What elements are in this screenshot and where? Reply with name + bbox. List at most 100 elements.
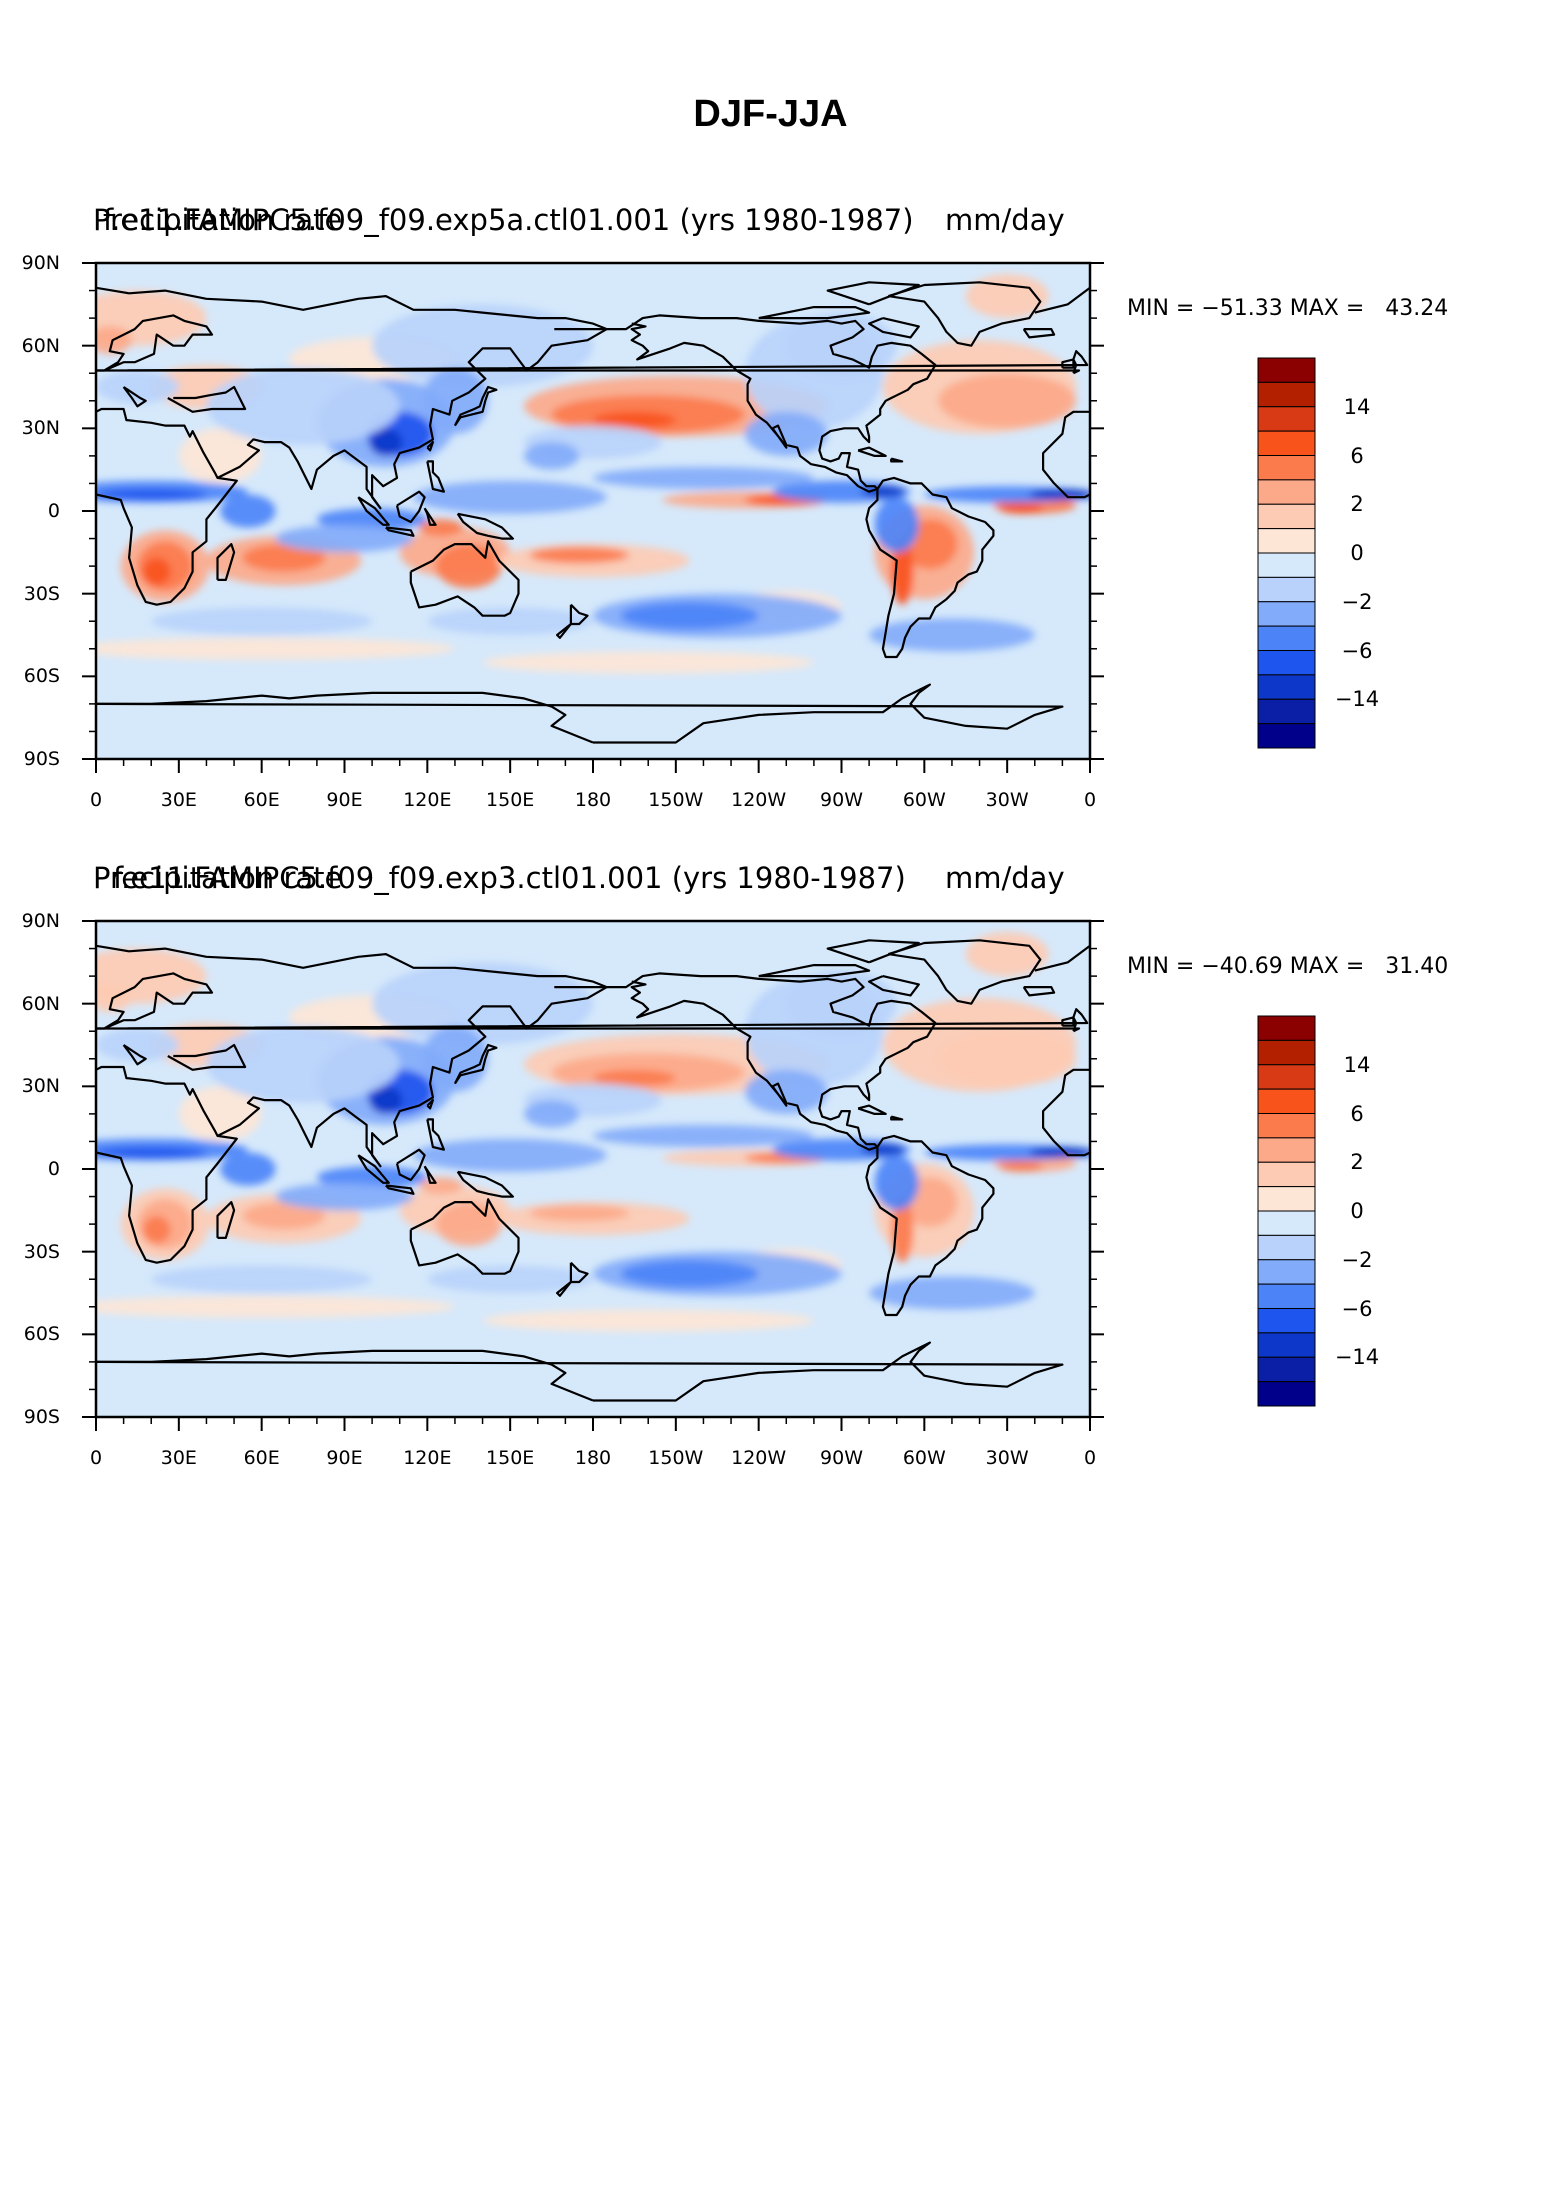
anomaly-region [998,1160,1044,1172]
colorbar-box [1257,1088,1316,1114]
precipitation-map [82,919,1104,1431]
anomaly-region [874,497,919,553]
anomaly-region [965,932,1049,977]
coastline [867,317,920,339]
colorbar-box [1257,479,1316,505]
coastline [857,446,887,457]
colorbar-box [1257,1381,1316,1407]
latitude-tick-label: 60N [21,334,60,357]
colorbar-box [1257,601,1316,627]
colorbar-box [1257,552,1316,578]
coastline [216,542,236,582]
anomaly-region [178,428,262,484]
coastline [456,1170,515,1198]
anomaly-region [482,1309,814,1332]
longitude-tick-label: 120W [731,1447,787,1469]
panel-center-label: Precipitation rate [93,203,343,237]
anomaly-region [529,1204,629,1222]
longitude-tick-label: 150E [486,1447,535,1469]
panel-left-label: f.e11.FAMIPC5.f09_f09.exp3.ctl01.001 (yr… [113,861,906,895]
longitude-tick-label: 30W [985,789,1029,811]
colorbar-label: −6 [1341,638,1373,663]
coastline [826,939,920,964]
latitude-tick-label: 30S [23,1240,60,1263]
anomaly-region [421,1025,489,1092]
longitude-tick-label: 150W [648,1447,704,1469]
anomaly-region [593,1069,676,1087]
coastline [357,496,390,526]
colorbar-box [1257,503,1316,530]
longitude-tick-label: 180 [574,1447,612,1469]
anomaly-region [938,373,1077,429]
colorbar-label: 2 [1350,1150,1364,1175]
coastline [96,944,608,1168]
anomaly-region [372,304,593,387]
panel-units-label: mm/day [945,203,1065,237]
coastline [395,1148,426,1182]
colorbar-label: 0 [1350,541,1364,565]
colorbar-box [1257,430,1316,456]
latitude-tick-label: 90N [21,252,60,274]
panel-left-label: f.e11.FAMIPC5.f09_f09.exp5a.ctl01.001 (y… [103,203,914,237]
coastline [426,1099,434,1110]
anomaly-region [96,370,179,404]
colorbar-box [1257,1113,1316,1139]
anomaly-region [220,1152,276,1186]
colorbar-box [1257,1234,1316,1261]
anomaly-region [529,546,629,564]
anomaly-region [151,1265,373,1293]
coastline [554,972,937,1151]
coastline [357,1154,390,1184]
colorbar-label: 2 [1350,492,1364,517]
longitude-tick-label: 90W [820,789,863,811]
colorbar-label: 14 [1343,394,1371,419]
anomaly-region [369,428,403,456]
colorbar-box [1257,1039,1316,1066]
anomaly-region [427,607,593,635]
anomaly-region [242,1202,326,1230]
map-panel-top: Precipitation rate f.e11.FAMIPC5.f09_f09… [0,0,1541,810]
latitude-tick-label: 90N [21,910,60,932]
anomaly-region [482,651,814,674]
latitude-tick-label: 60S [23,665,60,688]
coastline [96,476,238,606]
colorbar-label: −6 [1341,1296,1373,1321]
longitude-tick-label: 30W [985,1447,1029,1469]
anomaly-region [998,502,1044,514]
anomaly-region [938,1031,1077,1087]
colorbar-box [1257,723,1316,749]
coastline [122,386,147,408]
longitude-tick-label: 0 [1083,789,1097,811]
coastline [96,1008,1089,1033]
coastline [426,1118,445,1151]
longitude-tick-label: 120E [403,789,452,811]
coastline [96,1349,594,1402]
colorbar-box [1257,698,1316,725]
longitude-tick-label: 60W [902,1447,946,1469]
anomaly-region [965,274,1049,319]
colorbar-label: −14 [1334,687,1380,712]
coastline [865,476,995,659]
coastline [1022,328,1056,339]
coastline [216,1200,236,1240]
coastline [96,314,214,372]
coastline [554,314,937,493]
panel-units-label: mm/day [945,861,1065,895]
anomaly-region [142,1215,171,1244]
coastline [122,1044,147,1066]
anomaly-region [206,1025,400,1103]
coastline [1034,286,1090,314]
colorbar-label: 6 [1350,1101,1364,1126]
coastline [96,1341,1064,1402]
colorbar-box [1257,1161,1316,1188]
coastline [409,540,520,617]
anomaly-region [523,442,580,470]
colorbar-box [1257,1283,1316,1309]
coastline [96,1134,238,1264]
colorbar-label: −2 [1341,1247,1373,1272]
coastline [865,1134,995,1317]
anomaly-region [178,1086,262,1142]
coastline [890,1115,904,1121]
colorbar-box [1257,455,1316,481]
coastline [888,939,1042,1005]
